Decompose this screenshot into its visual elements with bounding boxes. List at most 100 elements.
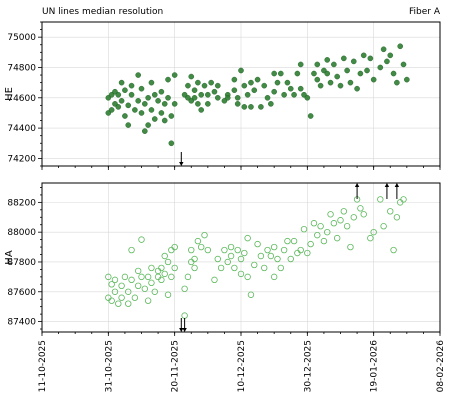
ha-data-point bbox=[393, 214, 401, 221]
x-tick-label: 30-12-2025 bbox=[303, 340, 313, 392]
he-data-point bbox=[244, 91, 251, 98]
x-tick-label: 31-10-2025 bbox=[104, 340, 114, 392]
ha-data-point bbox=[134, 267, 142, 275]
he-data-point bbox=[155, 98, 161, 104]
ha-y-tick-label: 87600 bbox=[7, 288, 36, 298]
he-data-point bbox=[132, 107, 138, 113]
he-data-point bbox=[138, 85, 145, 92]
ha-data-point bbox=[357, 205, 364, 212]
he-y-tick-label: 74600 bbox=[7, 94, 36, 104]
he-data-point bbox=[214, 94, 221, 101]
he-data-point bbox=[151, 91, 158, 98]
ha-data-point bbox=[151, 288, 158, 295]
he-data-point bbox=[198, 107, 204, 113]
ha-data-point bbox=[324, 228, 331, 236]
ha-data-point bbox=[264, 246, 271, 254]
ha-data-point bbox=[277, 264, 284, 272]
he-data-point bbox=[158, 88, 165, 95]
he-data-point bbox=[198, 91, 204, 98]
he-data-point bbox=[115, 104, 122, 110]
fiber-label: Fiber A bbox=[409, 7, 441, 17]
x-tick-label: 20-11-2025 bbox=[171, 340, 181, 392]
he-data-point bbox=[268, 101, 274, 107]
ha-data-point bbox=[333, 234, 341, 242]
ha-data-point bbox=[197, 243, 205, 251]
ha-data-point bbox=[330, 220, 338, 227]
he-y-tick-label: 75000 bbox=[7, 33, 36, 43]
he-data-point bbox=[291, 91, 297, 98]
he-data-point bbox=[122, 113, 128, 119]
he-data-point bbox=[191, 87, 198, 94]
ha-data-point bbox=[251, 261, 258, 269]
he-outlier-arrow-head bbox=[179, 162, 184, 166]
he-y-axis-label: HE bbox=[4, 87, 15, 101]
he-data-point bbox=[380, 46, 387, 53]
he-data-point bbox=[205, 91, 211, 98]
he-data-point bbox=[364, 67, 370, 74]
he-data-point bbox=[248, 79, 254, 86]
he-data-point bbox=[341, 55, 347, 62]
he-data-point bbox=[191, 94, 198, 101]
ha-data-point bbox=[128, 246, 135, 254]
he-data-point bbox=[387, 52, 394, 59]
ha-data-point bbox=[337, 217, 344, 224]
ha-outlier-arrow-head bbox=[179, 328, 184, 332]
ha-data-point bbox=[280, 246, 288, 254]
ha-data-point bbox=[154, 273, 162, 281]
he-data-point bbox=[195, 79, 201, 86]
he-data-point bbox=[274, 79, 281, 86]
ha-data-point bbox=[108, 297, 115, 304]
ha-data-point bbox=[310, 220, 318, 227]
he-data-point bbox=[327, 79, 334, 86]
ha-data-point bbox=[241, 249, 248, 257]
he-data-point bbox=[384, 58, 390, 65]
ha-data-point bbox=[343, 223, 351, 230]
he-data-point bbox=[304, 94, 311, 101]
ha-data-point bbox=[181, 285, 188, 292]
he-data-point bbox=[118, 79, 125, 86]
he-data-point bbox=[277, 70, 284, 77]
ha-data-point bbox=[400, 196, 407, 203]
ha-data-point bbox=[144, 297, 152, 304]
ha-data-point bbox=[144, 273, 152, 281]
ha-outlier-arrow-head bbox=[384, 183, 390, 187]
he-data-point bbox=[370, 76, 377, 83]
ha-data-point bbox=[297, 246, 304, 254]
ha-data-point bbox=[168, 246, 175, 254]
he-data-point bbox=[258, 104, 264, 110]
he-data-point bbox=[185, 82, 191, 89]
he-data-point bbox=[241, 104, 248, 110]
ha-data-point bbox=[105, 273, 112, 281]
ha-data-point bbox=[270, 273, 278, 281]
he-data-point bbox=[142, 101, 148, 107]
he-data-point bbox=[334, 73, 340, 80]
he-data-point bbox=[145, 94, 151, 101]
he-y-tick-label: 74200 bbox=[7, 154, 36, 164]
ha-panel: 87400 87600 87800 88000 88200 11-10-2025 31-10… bbox=[4, 182, 446, 392]
ha-data-point bbox=[214, 255, 221, 263]
he-panel: 74200 74400 74600 74800 75000 HE bbox=[4, 21, 441, 170]
he-y-tick-label: 74400 bbox=[7, 124, 36, 134]
he-data-point bbox=[151, 116, 158, 122]
he-data-point bbox=[122, 87, 128, 94]
ha-outlier-arrow-head bbox=[354, 183, 360, 187]
he-data-point bbox=[261, 82, 268, 89]
ha-y-tick-label: 88000 bbox=[7, 228, 36, 238]
ha-data-point bbox=[224, 258, 231, 266]
ha-data-point bbox=[274, 255, 281, 263]
ha-data-point bbox=[204, 246, 212, 254]
he-data-point bbox=[350, 58, 357, 65]
ha-data-point bbox=[108, 281, 115, 288]
ha-data-point bbox=[350, 214, 357, 221]
ha-data-point bbox=[380, 223, 387, 230]
ha-data-point bbox=[194, 237, 202, 245]
ha-data-point bbox=[390, 246, 397, 254]
he-data-point bbox=[254, 76, 261, 83]
ha-data-point bbox=[115, 300, 122, 307]
ha-data-point bbox=[244, 234, 251, 242]
he-data-point bbox=[234, 94, 241, 101]
he-data-point bbox=[171, 72, 178, 78]
he-data-point bbox=[161, 117, 168, 124]
he-data-point bbox=[161, 101, 168, 107]
ha-data-point bbox=[244, 273, 251, 281]
